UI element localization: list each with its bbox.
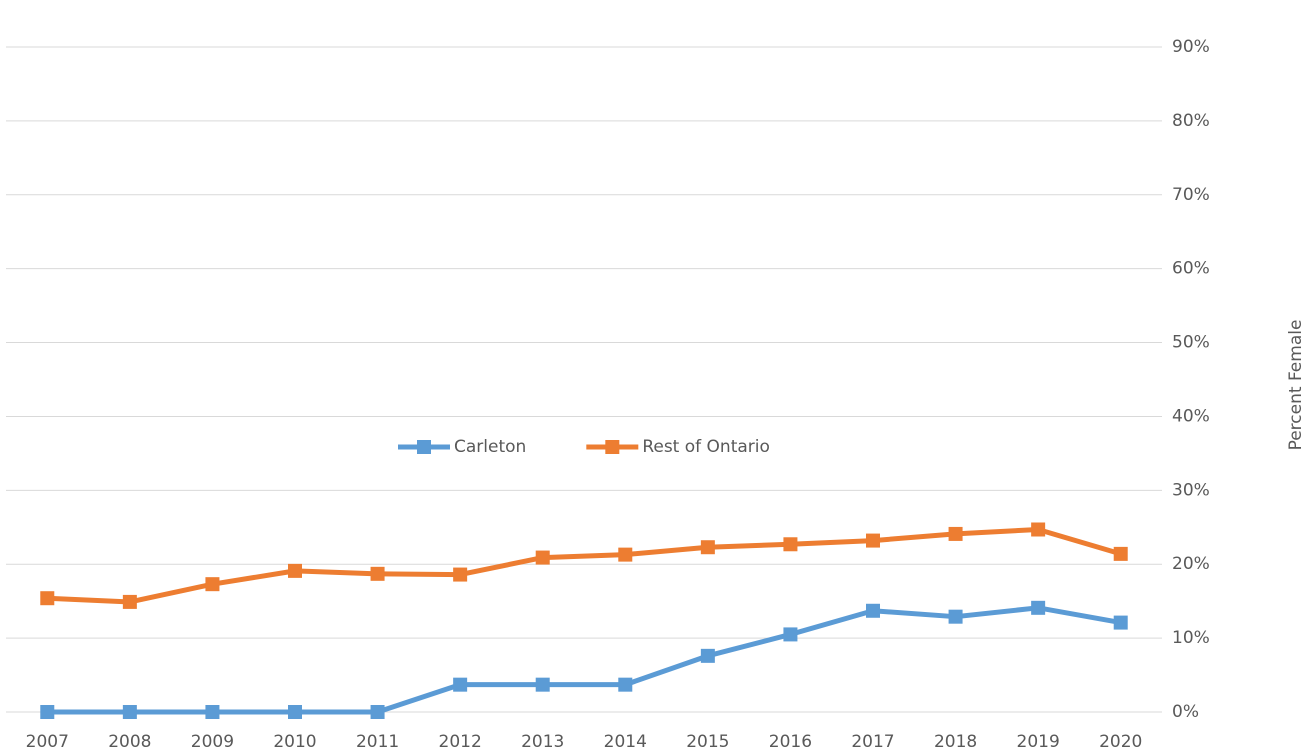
point-marker — [948, 526, 963, 541]
point-marker — [866, 533, 880, 548]
series-line — [47, 526, 1122, 605]
point-marker — [700, 648, 715, 663]
legend-marker — [417, 440, 431, 454]
x-tick-label: 2009 — [191, 732, 234, 752]
x-tick-label: 2007 — [26, 732, 69, 752]
y-tick-label: 10% — [1172, 628, 1210, 648]
point-marker — [866, 603, 880, 618]
point-marker — [535, 677, 550, 692]
legend-label: Rest of Ontario — [642, 437, 770, 457]
point-marker — [122, 705, 137, 719]
y-tick-label: 20% — [1172, 554, 1210, 574]
y-tick-label: 30% — [1172, 480, 1210, 500]
point-marker — [535, 550, 550, 565]
x-tick-label: 2020 — [1099, 732, 1142, 752]
y-axis-label: Percent Female — [1286, 320, 1306, 451]
x-tick-label: 2019 — [1017, 732, 1060, 752]
x-tick-label: 2015 — [686, 732, 729, 752]
point-marker — [1113, 546, 1128, 561]
y-tick-label: 40% — [1172, 406, 1210, 426]
point-marker — [205, 705, 220, 719]
point-marker — [370, 705, 385, 719]
point-marker — [1031, 600, 1046, 615]
legend-marker — [605, 440, 620, 454]
x-tick-label: 2018 — [934, 732, 977, 752]
y-tick-label: 60% — [1172, 259, 1210, 279]
point-marker — [370, 566, 385, 581]
point-marker — [618, 547, 633, 562]
y-tick-label: 90% — [1172, 37, 1210, 57]
point-marker — [40, 705, 55, 719]
x-tick-label: 2011 — [356, 732, 399, 752]
x-tick-label: 2010 — [273, 732, 316, 752]
point-marker — [288, 705, 302, 719]
point-marker — [700, 540, 715, 555]
x-tick-label: 2017 — [851, 732, 894, 752]
point-marker — [453, 677, 468, 692]
y-tick-label: 50% — [1172, 333, 1210, 353]
point-marker — [122, 594, 137, 609]
point-marker — [783, 537, 798, 552]
point-marker — [40, 591, 55, 606]
y-tick-label: 80% — [1172, 111, 1210, 131]
x-tick-label: 2008 — [108, 732, 151, 752]
point-marker — [618, 677, 633, 692]
point-marker — [948, 609, 963, 624]
y-tick-label: 70% — [1172, 185, 1210, 205]
point-marker — [453, 567, 468, 582]
x-tick-label: 2013 — [521, 732, 564, 752]
point-marker — [1031, 522, 1046, 537]
y-tick-label: 0% — [1172, 702, 1199, 722]
legend-label: Carleton — [454, 437, 526, 457]
x-tick-label: 2016 — [769, 732, 812, 752]
x-tick-label: 2014 — [604, 732, 647, 752]
point-marker — [1113, 615, 1128, 630]
point-marker — [288, 563, 302, 578]
point-marker — [205, 577, 220, 592]
point-marker — [783, 627, 798, 642]
x-tick-label: 2012 — [439, 732, 482, 752]
series-line — [47, 605, 1122, 715]
